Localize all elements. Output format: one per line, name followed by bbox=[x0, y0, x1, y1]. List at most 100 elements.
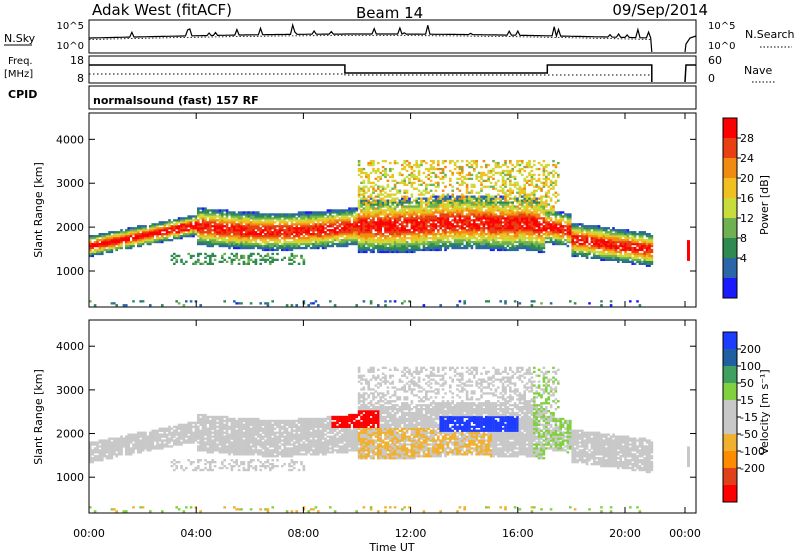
power-cell bbox=[465, 160, 469, 163]
power-cell bbox=[449, 211, 452, 214]
power-cell bbox=[146, 235, 150, 238]
power-cell bbox=[444, 195, 447, 198]
power-cell bbox=[516, 187, 519, 190]
power-cell bbox=[588, 225, 591, 228]
power-cell bbox=[398, 244, 402, 248]
power-cell bbox=[396, 219, 399, 222]
power-cell bbox=[557, 240, 560, 244]
power-cell bbox=[321, 239, 325, 242]
power-cell bbox=[223, 219, 226, 222]
power-cell bbox=[360, 203, 363, 206]
power-cell bbox=[209, 231, 212, 234]
power-cell bbox=[343, 219, 346, 222]
power-cell bbox=[600, 239, 603, 242]
power-cell bbox=[230, 223, 234, 226]
power-cell bbox=[461, 211, 464, 214]
power-cell bbox=[194, 223, 198, 226]
power-cell bbox=[432, 233, 435, 236]
power-cell bbox=[261, 225, 265, 228]
power-cell bbox=[509, 173, 512, 177]
power-cell bbox=[513, 197, 517, 200]
power-cell bbox=[533, 225, 536, 228]
power-cell bbox=[571, 246, 574, 250]
power-cell bbox=[362, 250, 366, 254]
power-cell bbox=[552, 205, 555, 208]
power-cell bbox=[129, 227, 133, 230]
power-cell bbox=[259, 231, 262, 234]
power-cell bbox=[278, 239, 282, 242]
power-cell bbox=[410, 248, 414, 252]
power-cell bbox=[305, 244, 308, 248]
power-cell bbox=[561, 219, 565, 222]
power-cell bbox=[451, 225, 454, 228]
power-cell bbox=[381, 240, 385, 244]
power-cell bbox=[285, 235, 289, 238]
power-cell bbox=[590, 244, 594, 248]
power-cell bbox=[533, 248, 536, 252]
power-cell bbox=[540, 207, 543, 210]
power-cell bbox=[494, 246, 498, 250]
power-cell bbox=[497, 161, 500, 165]
power-cell bbox=[381, 213, 385, 216]
power-cell bbox=[197, 240, 200, 244]
power-cell bbox=[533, 240, 536, 244]
power-cell bbox=[374, 246, 378, 250]
power-cell bbox=[401, 205, 404, 208]
power-cell bbox=[331, 231, 334, 234]
power-cell bbox=[240, 302, 243, 305]
power-cell bbox=[614, 258, 618, 261]
power-cell bbox=[273, 240, 277, 244]
power-cell bbox=[417, 242, 421, 246]
power-cell bbox=[545, 179, 548, 182]
power-cell bbox=[470, 213, 474, 216]
power-cell bbox=[384, 169, 387, 173]
power-cell bbox=[489, 239, 493, 242]
power-cell bbox=[158, 227, 162, 230]
power-cell bbox=[293, 240, 296, 244]
power-cell bbox=[417, 225, 421, 228]
power-cell bbox=[614, 240, 618, 244]
power-cell bbox=[415, 229, 418, 232]
power-cell bbox=[223, 231, 226, 234]
power-cell bbox=[453, 235, 457, 238]
power-cell bbox=[141, 225, 145, 228]
power-cell bbox=[235, 246, 238, 250]
power-cell bbox=[237, 235, 241, 238]
power-cell bbox=[389, 219, 392, 222]
power-cell bbox=[204, 256, 207, 259]
power-cell bbox=[497, 240, 500, 244]
power-cell bbox=[425, 197, 428, 200]
power-cell bbox=[158, 239, 162, 242]
power-cell bbox=[187, 217, 190, 220]
power-cell bbox=[422, 209, 426, 212]
power-cell bbox=[636, 233, 639, 236]
power-cell bbox=[525, 181, 529, 184]
power-cell bbox=[345, 221, 349, 224]
power-cell bbox=[600, 235, 603, 238]
power-cell bbox=[300, 225, 303, 228]
power-cell bbox=[360, 197, 363, 200]
power-cell bbox=[480, 231, 483, 234]
power-cell bbox=[149, 225, 152, 228]
power-cell bbox=[465, 231, 469, 234]
power-cell bbox=[401, 199, 404, 202]
power-cell bbox=[501, 240, 505, 244]
power-cell bbox=[192, 262, 195, 265]
power-cell bbox=[523, 191, 526, 194]
power-cell bbox=[189, 225, 193, 228]
power-cell bbox=[439, 201, 442, 204]
power-cell bbox=[317, 211, 320, 214]
power-cell bbox=[446, 225, 450, 228]
power-cell bbox=[489, 231, 493, 234]
power-cell bbox=[218, 244, 222, 248]
power-cell bbox=[540, 235, 543, 238]
power-cell bbox=[401, 209, 404, 212]
power-cell bbox=[242, 237, 246, 240]
power-cell bbox=[504, 229, 507, 232]
power-cell bbox=[403, 221, 406, 224]
power-cell bbox=[501, 197, 505, 200]
power-cell bbox=[528, 163, 531, 167]
power-cell bbox=[645, 252, 649, 256]
power-cell bbox=[523, 215, 526, 218]
power-cell bbox=[569, 227, 572, 230]
